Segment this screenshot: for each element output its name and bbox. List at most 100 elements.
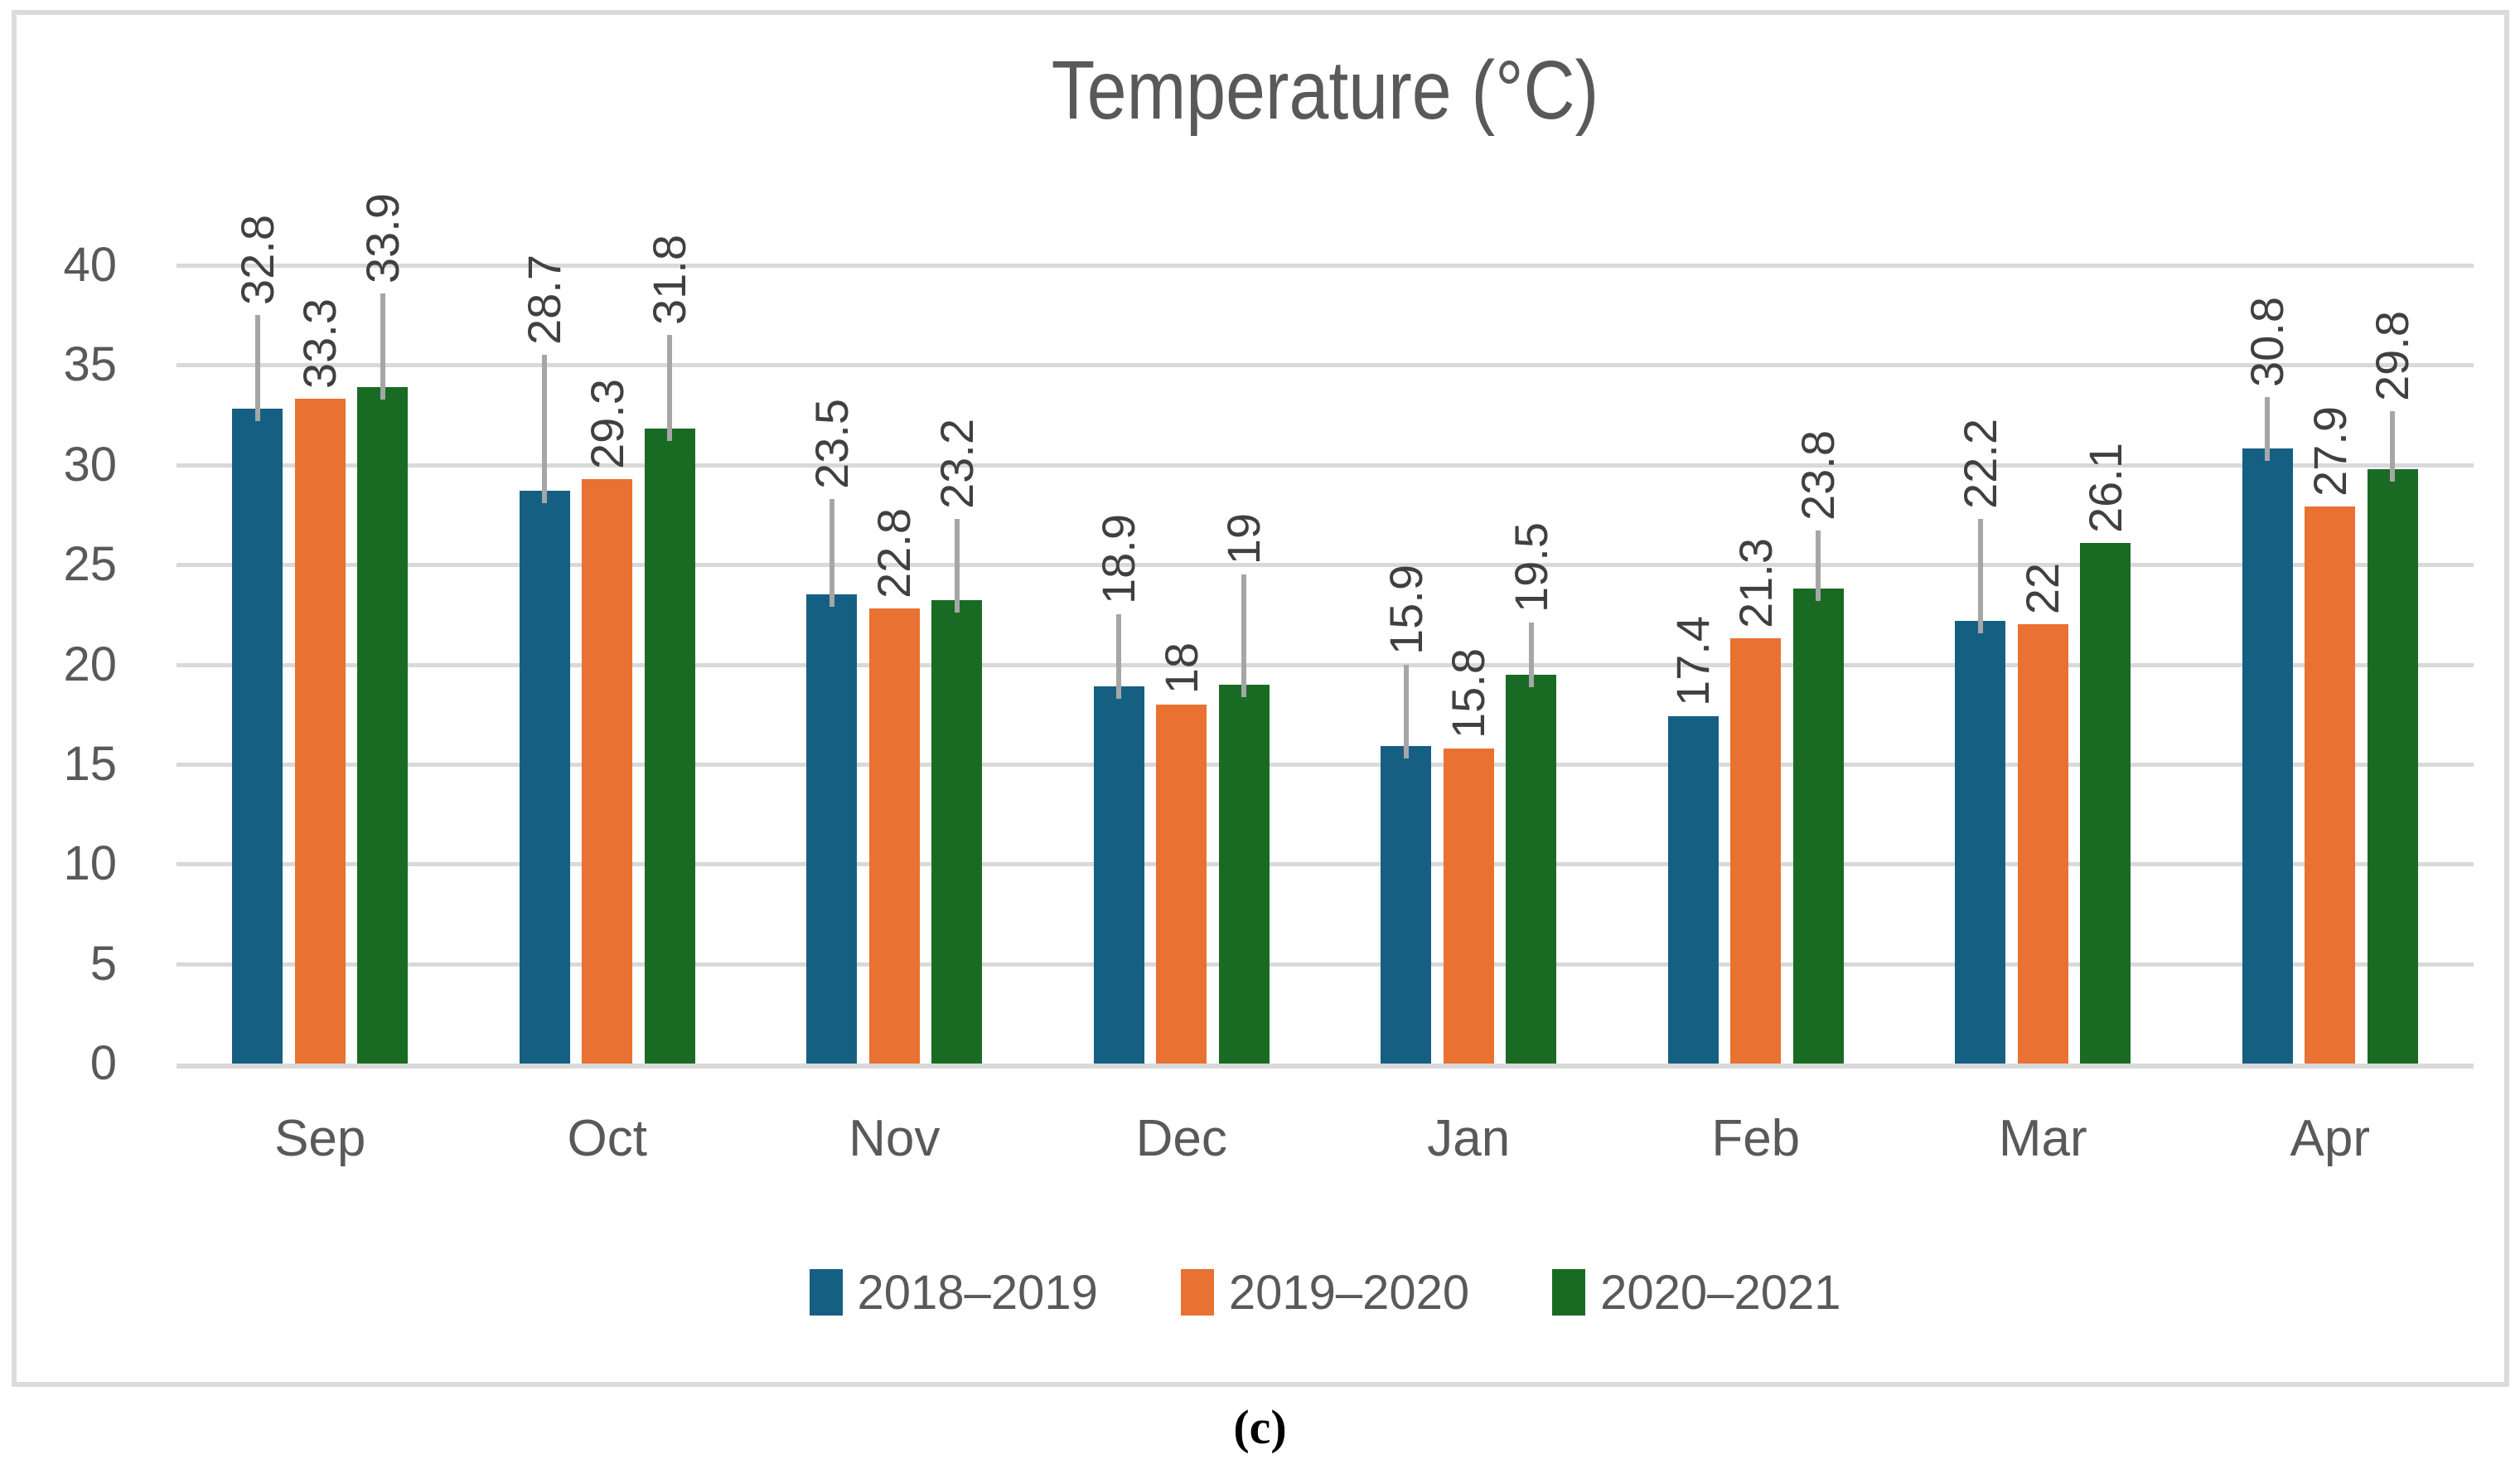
bar-value-label: 22.8 <box>868 508 921 599</box>
error-bar <box>829 498 834 608</box>
bar-2019–2020-Jan <box>1443 748 1494 1064</box>
legend-swatch <box>1180 1269 1214 1316</box>
gridline <box>177 662 2474 667</box>
legend-label: 2020–2021 <box>1600 1265 1841 1320</box>
bar-value-label: 23.5 <box>805 398 858 489</box>
error-bar <box>254 315 260 422</box>
error-bar <box>1403 664 1409 759</box>
plot-area: 32.8 33.3 33.9 28.7 29.3 31.8 23.5 22.8 23.2 18.9… <box>177 193 2474 1069</box>
legend-item-2019–2020: 2019–2020 <box>1180 1265 1470 1321</box>
error-bar <box>2265 396 2271 462</box>
x-axis-label: Oct <box>567 1110 647 1167</box>
gridline <box>177 264 2474 268</box>
bar-value-label: 22 <box>2016 563 2069 615</box>
error-bar <box>1528 622 1534 687</box>
y-tick-label: 25 <box>63 537 117 592</box>
bar-value-label: 27.9 <box>2303 406 2356 497</box>
bar-2020–2021-Dec <box>1218 684 1270 1064</box>
y-tick-label: 30 <box>63 437 117 492</box>
bar-2018–2019-Dec <box>1093 686 1144 1064</box>
bar-value-label: 22.2 <box>1953 418 2006 509</box>
error-bar <box>1977 518 1983 633</box>
legend: 2018–2019 2019–2020 2020–2021 <box>177 1263 2474 1321</box>
bar-value-label: 30.8 <box>2241 296 2294 387</box>
legend-item-2020–2021: 2020–2021 <box>1552 1265 1840 1321</box>
bar-2018–2019-Apr <box>2242 448 2293 1064</box>
x-axis-label: Sep <box>274 1110 366 1167</box>
bar-2019–2020-Nov <box>868 608 920 1064</box>
gridline <box>177 363 2474 368</box>
bar-value-label: 23.2 <box>930 418 983 509</box>
x-axis-label: Nov <box>849 1110 941 1167</box>
bar-value-label: 31.8 <box>643 235 696 326</box>
bar-2019–2020-Feb <box>1730 638 1782 1064</box>
bar-2020–2021-Apr <box>2367 468 2418 1064</box>
bar-2020–2021-Oct <box>644 429 695 1064</box>
gridline <box>177 962 2474 967</box>
bar-2018–2019-Nov <box>806 594 858 1064</box>
bar-value-label: 17.4 <box>1666 616 1720 707</box>
bar-value-label: 33.3 <box>293 298 346 390</box>
y-tick-label: 0 <box>89 1036 117 1090</box>
bar-value-label: 18.9 <box>1092 514 1145 605</box>
error-bar <box>667 335 673 442</box>
bar-value-label: 29.3 <box>580 378 633 469</box>
bar-value-label: 29.8 <box>2366 310 2419 401</box>
bar-value-label: 18 <box>1154 642 1207 695</box>
legend-item-2018–2019: 2018–2019 <box>809 1265 1098 1321</box>
error-bar <box>1241 574 1247 697</box>
bar-2018–2019-Oct <box>519 491 570 1064</box>
y-tick-label: 5 <box>89 936 117 991</box>
x-axis-label: Feb <box>1711 1110 1801 1167</box>
bar-2019–2020-Mar <box>2017 624 2068 1064</box>
error-bar <box>2390 410 2396 482</box>
bar-2020–2021-Jan <box>1506 674 1557 1064</box>
y-tick-label: 40 <box>63 238 117 292</box>
bar-value-label: 26.1 <box>2078 442 2131 533</box>
legend-swatch <box>1552 1269 1586 1316</box>
bar-2019–2020-Apr <box>2305 506 2356 1064</box>
bar-value-label: 15.8 <box>1442 647 1495 739</box>
x-axis-label: Dec <box>1135 1110 1227 1167</box>
bar-value-label: 15.9 <box>1379 564 1432 655</box>
gridline <box>177 463 2474 468</box>
bar-2018–2019-Sep <box>232 409 283 1064</box>
bar-value-label: 32.8 <box>230 215 283 306</box>
error-bar <box>380 293 385 400</box>
chart-figure: Temperature (°C) 32.8 33.3 33.9 28.7 29.3 31.… <box>12 10 2509 1387</box>
bar-value-label: 19.5 <box>1504 521 1557 613</box>
bar-2020–2021-Mar <box>2080 542 2131 1064</box>
y-tick-label: 35 <box>63 337 117 392</box>
bar-2019–2020-Sep <box>294 399 346 1064</box>
bar-2020–2021-Sep <box>357 386 409 1064</box>
legend-label: 2019–2020 <box>1228 1265 1470 1320</box>
bar-value-label: 33.9 <box>356 192 409 283</box>
gridline <box>177 762 2474 767</box>
x-axis-label: Apr <box>2290 1110 2370 1167</box>
bar-2018–2019-Mar <box>1955 620 2006 1064</box>
x-axis-label: Jan <box>1427 1110 1511 1167</box>
chart-title: Temperature (°C) <box>1051 44 1599 137</box>
bar-value-label: 28.7 <box>518 254 571 346</box>
bar-value-label: 19 <box>1217 512 1270 565</box>
bar-value-label: 23.8 <box>1792 430 1845 521</box>
y-tick-label: 20 <box>63 637 117 691</box>
x-axis-line <box>177 1064 2474 1069</box>
error-bar <box>542 355 548 504</box>
bar-2019–2020-Oct <box>582 478 633 1064</box>
bar-2018–2019-Jan <box>1381 746 1432 1064</box>
y-tick-label: 15 <box>63 736 117 791</box>
gridline <box>177 862 2474 867</box>
bar-2020–2021-Nov <box>931 600 983 1064</box>
figure-caption: (c) <box>1233 1400 1287 1454</box>
error-bar <box>1816 531 1821 601</box>
legend-swatch <box>809 1269 843 1316</box>
bar-value-label: 21.3 <box>1729 538 1782 629</box>
error-bar <box>954 518 960 613</box>
bar-2019–2020-Dec <box>1156 704 1207 1064</box>
bar-2020–2021-Feb <box>1792 589 1844 1064</box>
error-bar <box>1116 614 1122 699</box>
bar-2018–2019-Feb <box>1667 716 1719 1064</box>
y-tick-label: 10 <box>63 836 117 891</box>
x-axis-label: Mar <box>1998 1110 2087 1167</box>
